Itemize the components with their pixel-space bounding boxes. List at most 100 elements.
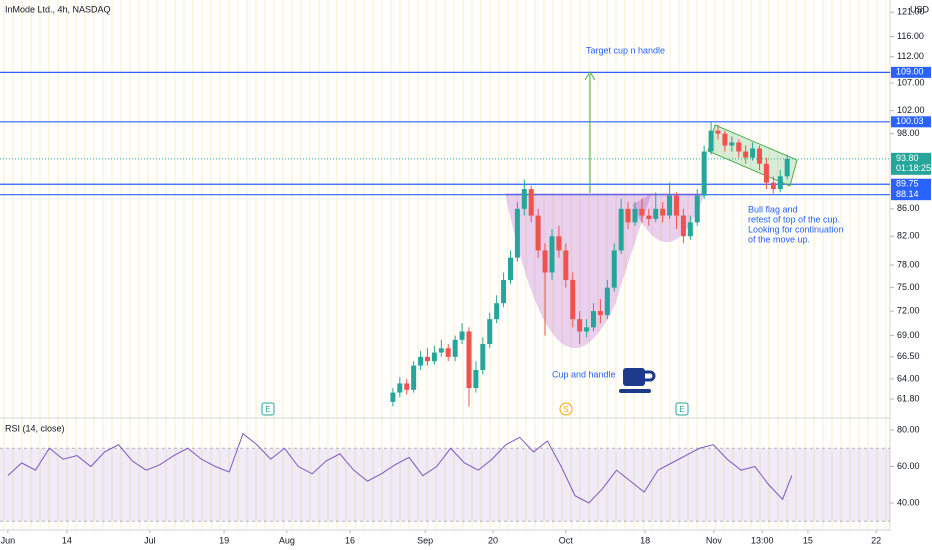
indicator-title: RSI (14, close) bbox=[5, 423, 65, 433]
rsi-line bbox=[7, 432, 793, 504]
candle-body bbox=[667, 195, 673, 216]
candle-body bbox=[653, 208, 659, 219]
x-tick-label: 14 bbox=[62, 535, 72, 545]
candle-body bbox=[411, 365, 417, 390]
candle-body bbox=[528, 189, 534, 216]
level-label-box bbox=[891, 178, 931, 190]
y-tick-label: 69.00 bbox=[897, 330, 920, 340]
x-tick-label: Sep bbox=[417, 535, 433, 545]
y-tick-label: 107.00 bbox=[897, 77, 925, 87]
y-tick-label: 82.00 bbox=[897, 231, 920, 241]
candle-body bbox=[673, 195, 679, 216]
cup-shape bbox=[505, 193, 652, 349]
candle-body bbox=[466, 331, 472, 388]
y-tick-label: 121.00 bbox=[897, 7, 925, 17]
y-tick-label: 64.00 bbox=[897, 373, 920, 383]
candle-body bbox=[424, 356, 430, 362]
candle-body bbox=[459, 331, 465, 340]
event-label[interactable]: E bbox=[679, 405, 684, 414]
y-tick-label: 66.50 bbox=[897, 351, 920, 361]
x-tick-label: 15 bbox=[803, 535, 813, 545]
candle-body bbox=[494, 303, 500, 320]
annotation: retest of top of the cup. bbox=[748, 214, 840, 224]
x-tick-label: 20 bbox=[488, 535, 498, 545]
annotation: Target cup n handle bbox=[586, 45, 665, 55]
candle-body bbox=[501, 279, 507, 304]
candles bbox=[390, 121, 790, 407]
level-label-box bbox=[891, 66, 931, 78]
annotation: of the move up. bbox=[748, 234, 810, 244]
annotation: Looking for continuation bbox=[748, 224, 844, 234]
last-price-label: 93.80 bbox=[896, 153, 919, 163]
level-label: 89.75 bbox=[896, 179, 919, 189]
y-tick-label: 98.00 bbox=[897, 128, 920, 138]
level-label: 88.14 bbox=[896, 189, 919, 199]
countdown: 01:18:25 bbox=[896, 163, 931, 173]
candle-body bbox=[632, 208, 638, 223]
candle-body bbox=[680, 215, 686, 237]
candle-body bbox=[660, 208, 666, 216]
candle-body bbox=[743, 151, 749, 158]
event-marker[interactable]: E bbox=[675, 402, 689, 416]
level-label: 109.00 bbox=[896, 67, 924, 77]
cup-icon bbox=[619, 368, 656, 393]
level-label-box bbox=[891, 189, 931, 201]
event-label[interactable]: S bbox=[563, 405, 568, 414]
candle-body bbox=[480, 344, 486, 370]
candle-body bbox=[750, 148, 756, 158]
candle-body bbox=[452, 339, 458, 357]
x-tick-label: 16 bbox=[345, 535, 355, 545]
candle-body bbox=[521, 189, 527, 209]
candle-body bbox=[563, 250, 569, 280]
event-label[interactable]: E bbox=[265, 405, 270, 414]
y-tick-label: 102.00 bbox=[897, 105, 925, 115]
candle-body bbox=[701, 151, 707, 196]
candle-body bbox=[590, 311, 596, 328]
candle-body bbox=[542, 250, 548, 273]
y-tick-label: 40.00 bbox=[897, 497, 920, 507]
candle-body bbox=[445, 348, 451, 357]
y-tick-label: 80.00 bbox=[897, 424, 920, 434]
candle-body bbox=[514, 208, 520, 258]
x-tick-label: 19 bbox=[219, 535, 229, 545]
candle-body bbox=[736, 142, 742, 152]
candle-body bbox=[487, 319, 493, 345]
candle-body bbox=[577, 319, 583, 332]
y-tick-label: 86.00 bbox=[897, 203, 920, 213]
candle-body bbox=[611, 250, 617, 288]
rsi-band bbox=[0, 448, 890, 522]
x-tick-label: 22 bbox=[871, 535, 881, 545]
candle-body bbox=[604, 287, 610, 316]
level-label-box bbox=[891, 116, 931, 128]
x-tick-label: 18 bbox=[640, 535, 650, 545]
candle-body bbox=[418, 356, 424, 366]
y-tick-label: 61.80 bbox=[897, 393, 920, 403]
candle-body bbox=[535, 215, 541, 251]
candle-body bbox=[770, 182, 776, 190]
event-marker[interactable]: E bbox=[261, 402, 275, 416]
x-tick-label: Jul bbox=[144, 535, 156, 545]
handle-shape bbox=[632, 193, 705, 243]
candle-body bbox=[397, 383, 403, 393]
currency: USD bbox=[910, 4, 930, 14]
x-tick-label: Oct bbox=[559, 535, 574, 545]
x-tick-label: Jun bbox=[1, 535, 16, 545]
candle-body bbox=[597, 311, 603, 316]
candle-body bbox=[646, 215, 652, 219]
candle-body bbox=[694, 195, 700, 223]
x-tick-label: Nov bbox=[706, 535, 723, 545]
candle-body bbox=[618, 208, 624, 251]
y-tick-label: 112.00 bbox=[897, 51, 924, 61]
candle-body bbox=[473, 369, 479, 388]
arrow-head bbox=[584, 71, 596, 81]
event-marker[interactable]: S bbox=[559, 402, 573, 416]
session-grid bbox=[0, 0, 890, 530]
annotation: Cup and handle bbox=[552, 369, 616, 379]
candle-body bbox=[404, 383, 410, 390]
candle-body bbox=[549, 236, 555, 273]
y-tick-label: 75.00 bbox=[897, 282, 920, 292]
x-tick-label: 13:00 bbox=[751, 535, 774, 545]
candle-body bbox=[438, 348, 444, 353]
candle-body bbox=[431, 352, 437, 362]
